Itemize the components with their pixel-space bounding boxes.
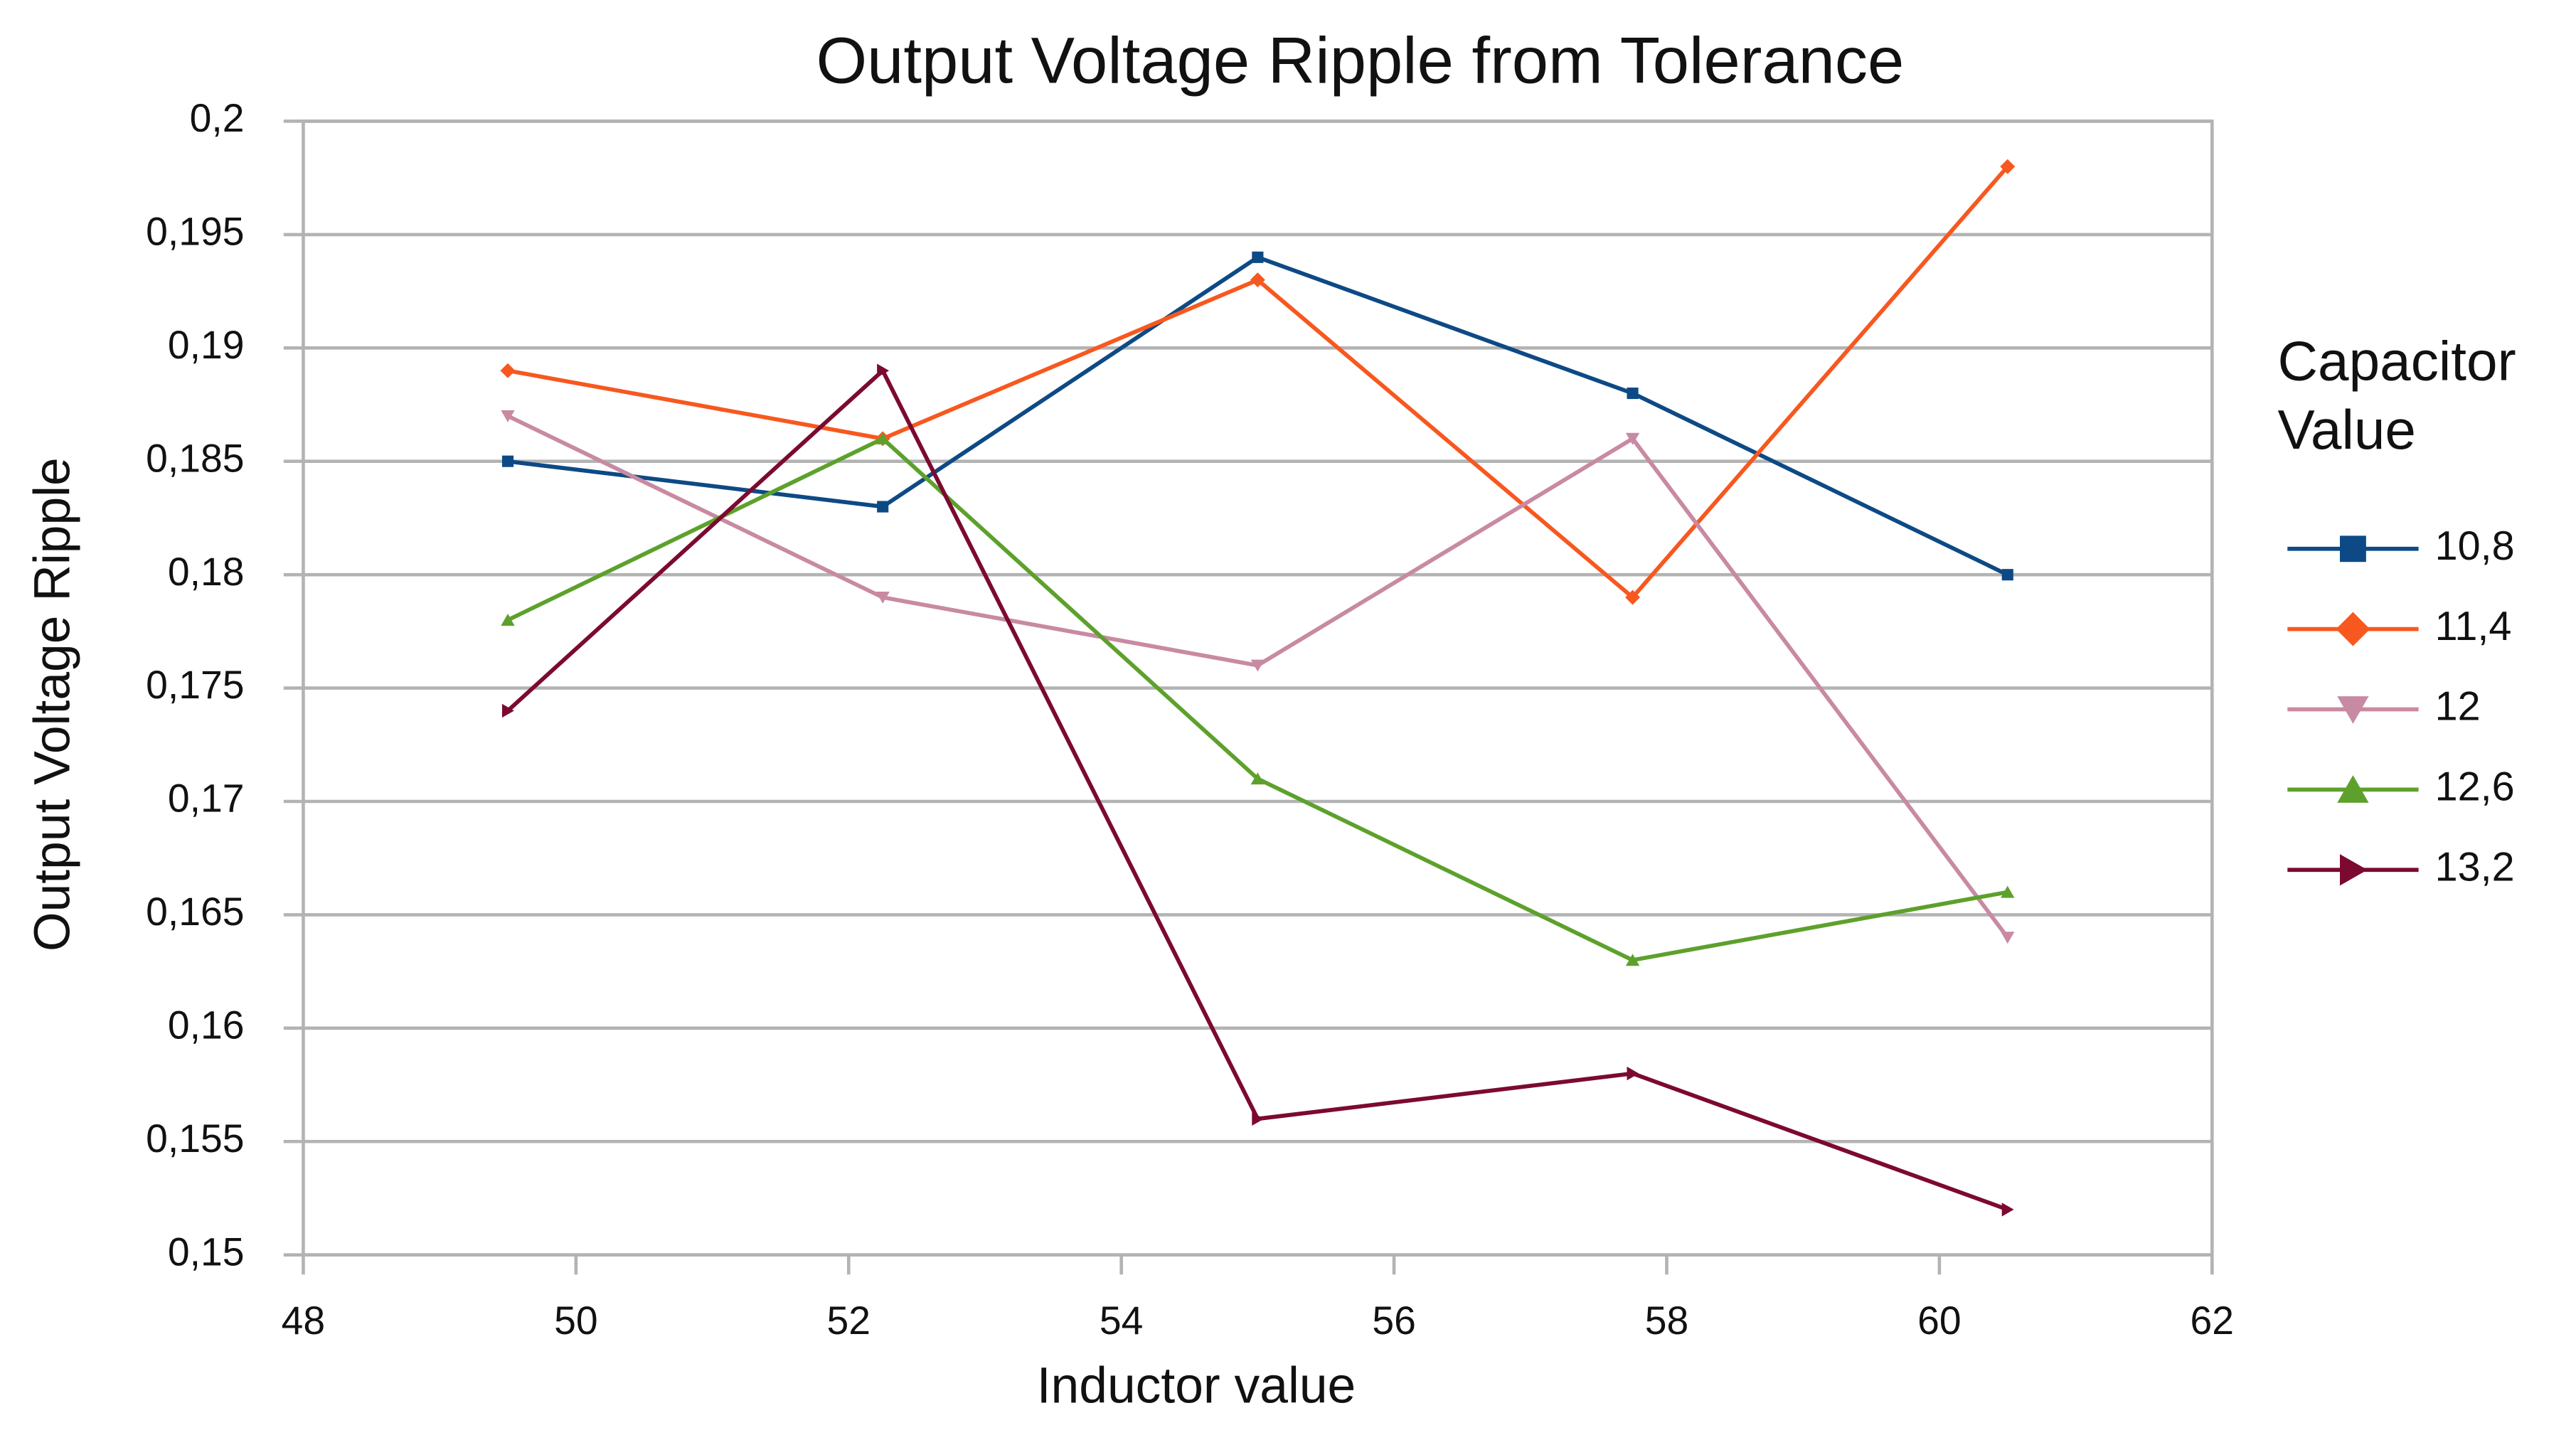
data-point: [501, 410, 515, 422]
y-tick-label: 0,165: [146, 890, 244, 934]
y-axis-label: Output Voltage Ripple: [23, 457, 80, 951]
y-tick-label: 0,15: [168, 1230, 245, 1274]
legend-label: 11,4: [2435, 604, 2512, 649]
data-point: [1627, 1066, 1639, 1081]
legend-label: 10,8: [2435, 523, 2515, 569]
data-point: [2001, 885, 2015, 898]
data-point: [1625, 590, 1641, 605]
data-point: [877, 501, 889, 513]
legend-marker: [2340, 535, 2366, 562]
legend-title: Capacitor Value: [2277, 331, 2516, 462]
legend-title-box: Capacitor Value: [2277, 331, 2516, 462]
data-point: [1252, 251, 1264, 263]
series-line: [506, 436, 2008, 963]
y-tick-label: 0,175: [146, 663, 244, 707]
data-point: [1627, 388, 1639, 400]
x-tick-label: 60: [1917, 1298, 1962, 1343]
y-tick-label: 0,2: [190, 96, 245, 140]
legend-label: 12,6: [2435, 764, 2515, 810]
data-point: [1625, 432, 1640, 445]
y-tick-label: 0,19: [168, 323, 245, 367]
legend-marker: [2340, 854, 2368, 886]
x-tick-label: 58: [1645, 1298, 1689, 1343]
data-point: [2001, 569, 2013, 581]
y-tick-label: 0,195: [146, 210, 244, 254]
legend-label: 13,2: [2435, 845, 2515, 890]
series-line: [507, 165, 2009, 601]
x-tick-label: 48: [282, 1298, 326, 1343]
x-axis-label: Inductor value: [1037, 1357, 1356, 1414]
x-tick-label: 56: [1372, 1298, 1416, 1343]
data-point: [875, 591, 890, 604]
legend-marker: [2337, 696, 2369, 724]
data-point: [500, 363, 516, 378]
x-tick-label: 54: [1100, 1298, 1144, 1343]
x-tick-label: 52: [827, 1298, 871, 1343]
x-tick-label: 62: [2191, 1298, 2235, 1343]
data-point: [1625, 954, 1640, 966]
y-tick-label: 0,17: [168, 777, 245, 821]
data-point: [501, 703, 514, 718]
data-point: [501, 614, 515, 626]
series-line: [506, 414, 2010, 939]
plot-frame: [302, 119, 2214, 1257]
data-point: [1250, 772, 1265, 785]
data-point: [2000, 159, 2016, 174]
data-point: [2001, 932, 2015, 944]
legend-marker: [2337, 775, 2369, 803]
data-point: [875, 432, 890, 444]
y-tick-label: 0,18: [168, 550, 245, 594]
y-tick-label: 0,16: [168, 1003, 245, 1047]
data-point: [1250, 659, 1265, 672]
data-point: [2001, 1202, 2014, 1217]
y-tick-label: 0,185: [146, 436, 244, 480]
series-line: [506, 367, 2008, 1212]
data-point: [1252, 1111, 1265, 1126]
data-point: [877, 363, 890, 378]
data-point: [501, 455, 514, 467]
x-tick-label: 50: [554, 1298, 598, 1343]
y-tick-label: 0,155: [146, 1116, 244, 1161]
legend-marker: [2336, 612, 2370, 646]
legend-label: 12: [2435, 684, 2481, 730]
chart-title: Output Voltage Ripple from Tolerance: [816, 23, 1904, 97]
